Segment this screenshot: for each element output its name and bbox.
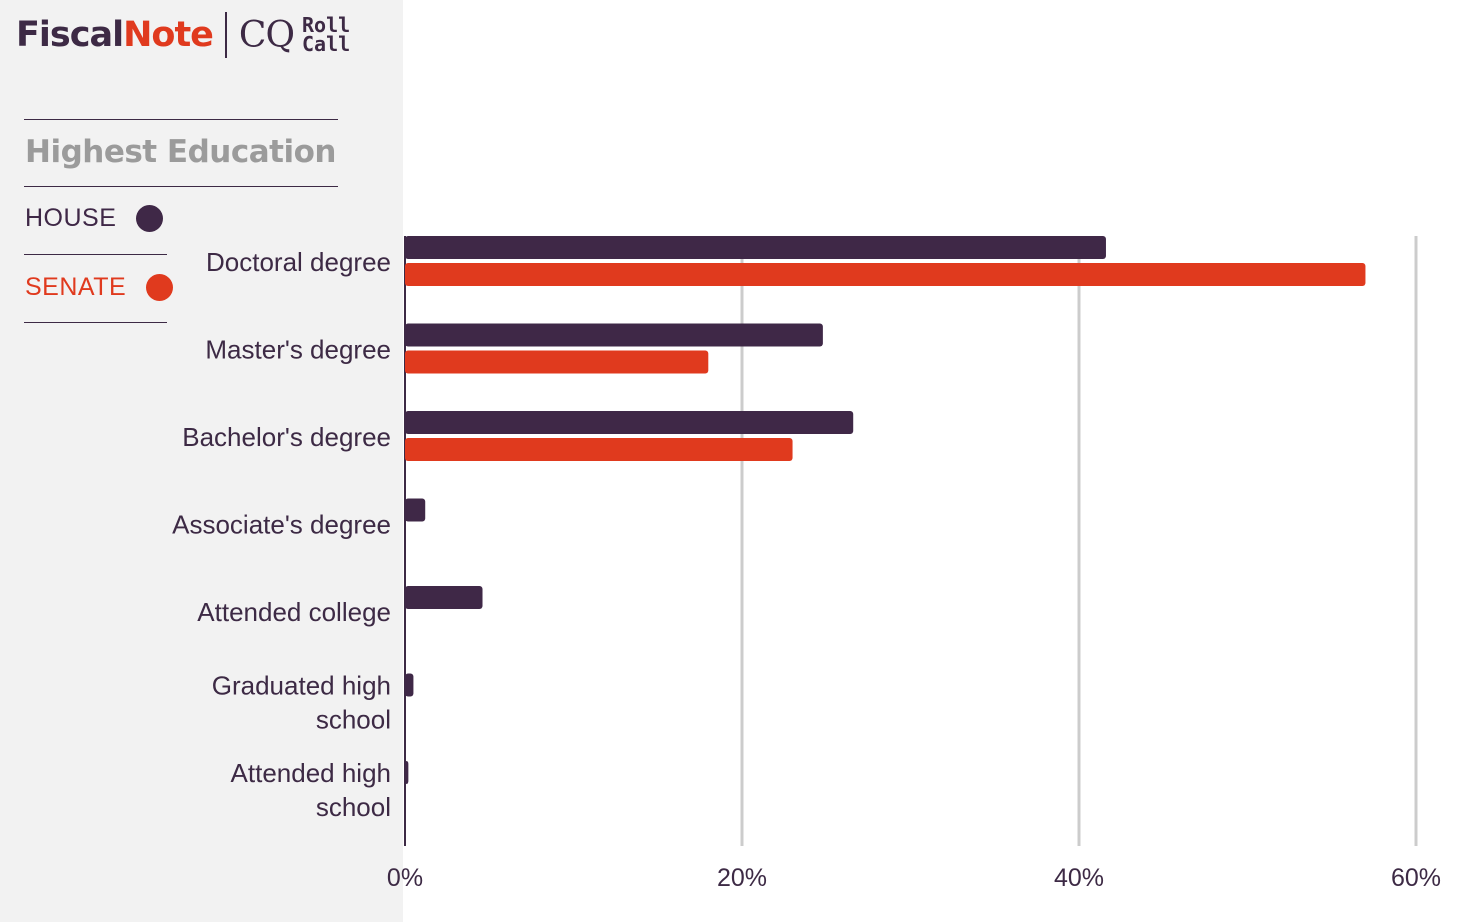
filter-title[interactable]: Highest Education [25, 134, 336, 170]
category-label-6: Attended high school [231, 758, 391, 822]
legend-dot-house-icon [136, 205, 164, 232]
category-label-3: Associate's degree [172, 510, 391, 540]
divider-bottom [24, 322, 167, 323]
category-label-0: Doctoral degree [206, 247, 391, 277]
x-tick-label-2: 40% [1054, 864, 1104, 892]
legend-dot-senate-icon [146, 274, 174, 301]
bar-house-2 [405, 411, 854, 434]
divider-title [24, 186, 338, 187]
logo-fiscal-text: Fiscal [16, 15, 124, 55]
bar-house-6 [405, 761, 409, 784]
legend-item-house[interactable]: HOUSE [25, 204, 164, 233]
x-tick-label-1: 20% [717, 864, 767, 892]
category-label-line-5-0: Graduated high [212, 671, 391, 701]
logo-divider [224, 12, 227, 58]
bar-house-4 [405, 586, 483, 609]
category-label-1: Master's degree [205, 335, 391, 365]
logo-cq-text: CQ [238, 14, 295, 56]
bar-house-3 [405, 498, 426, 522]
category-label-4: Attended college [197, 597, 391, 627]
category-label-line-6-0: Attended high [231, 758, 391, 788]
bars-layer [405, 236, 1366, 784]
legend-label-house: HOUSE [25, 204, 117, 232]
logo-call-text: Call [301, 32, 351, 56]
bar-house-0 [405, 236, 1106, 259]
labels-layer: Doctoral degree Master's degree Bachelor's… [172, 247, 391, 822]
x-tick-label-3: 60% [1391, 864, 1441, 892]
logo-note-text: Note [123, 15, 214, 55]
logo-rollcall: Roll Call [301, 13, 351, 56]
category-label-line-5-1: school [316, 705, 391, 735]
divider-legend [24, 254, 167, 255]
category-label-5: Graduated high school [212, 671, 391, 735]
bar-house-1 [405, 323, 823, 347]
sidebar: Fiscal Note CQ Roll Call Highest Educatio… [0, 0, 403, 922]
category-label-2: Bachelor's degree [182, 422, 391, 452]
legend-item-senate[interactable]: SENATE [25, 273, 174, 302]
bar-house-5 [405, 673, 414, 697]
legend-label-senate: SENATE [25, 273, 127, 301]
category-label-line-6-1: school [316, 792, 391, 822]
logo-roll-text: Roll [301, 13, 351, 37]
fiscalnote-cq-rollcall-logo: Fiscal Note CQ Roll Call [16, 12, 350, 58]
x-tick-label-0: 0% [387, 864, 423, 892]
bar-senate-1 [405, 350, 709, 374]
ticks-layer: 0% 20% 40% 60% [387, 864, 1441, 892]
bar-senate-2 [405, 438, 793, 461]
divider-top [24, 119, 338, 120]
bar-senate-0 [405, 263, 1366, 286]
